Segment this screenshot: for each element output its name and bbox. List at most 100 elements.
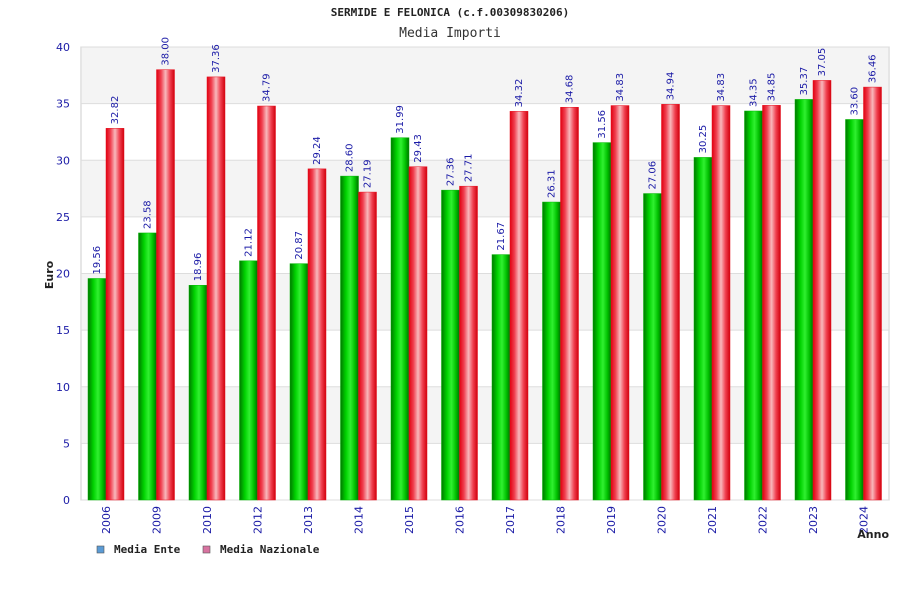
bar-media-ente-2017 [491,254,511,501]
y-tick-label: 0 [63,494,70,507]
bar-media-ente-2018 [542,201,561,501]
y-axis-label: Euro [43,260,56,289]
value-label-media-ente-2010: 18.96 [193,253,204,282]
bar-media-ente-2014 [340,175,359,501]
value-label-media-nazionale-2020: 34.94 [666,72,677,101]
bar-media-nazionale-2024 [863,86,882,501]
value-label-media-ente-2017: 21.67 [496,222,507,251]
value-label-media-ente-2024: 33.60 [850,87,861,116]
bar-media-nazionale-2022 [762,105,781,501]
bar-media-ente-2009 [138,232,157,501]
bar-media-ente-2024 [845,119,864,501]
value-label-media-ente-2022: 34.35 [749,78,760,107]
legend: Media Ente Media Nazionale [96,543,320,556]
bar-media-ente-2010 [188,285,208,501]
value-label-media-ente-2018: 26.31 [547,169,558,198]
value-label-media-ente-2015: 31.99 [395,105,406,134]
bar-media-ente-2019 [592,142,612,501]
x-tick-label-2006: 2006 [100,506,113,534]
x-tick-label-2020: 2020 [656,506,669,534]
value-label-media-ente-2013: 20.87 [294,231,305,260]
value-label-media-ente-2014: 28.60 [345,143,356,172]
x-tick-label-2012: 2012 [252,506,265,534]
legend-label-media-nazionale: Media Nazionale [220,543,320,556]
y-tick-label: 40 [56,41,70,54]
value-label-media-ente-2021: 30.25 [698,125,709,154]
y-tick-label: 25 [56,211,70,224]
value-label-media-nazionale-2021: 34.83 [716,73,727,102]
x-tick-label-2022: 2022 [757,506,770,534]
bar-media-nazionale-2016 [459,185,478,501]
bar-media-ente-2016 [441,189,460,501]
bar-media-nazionale-2019 [610,105,630,501]
bar-media-nazionale-2015 [408,166,428,501]
x-tick-label-2014: 2014 [353,506,366,534]
bars [87,69,882,501]
value-label-media-nazionale-2006: 32.82 [110,96,121,125]
bar-media-nazionale-2010 [206,76,226,501]
value-labels: 19.56 32.82 23.58 38.00 18.96 37.36 21.12 34.79… [92,37,879,281]
bar-media-nazionale-2006 [105,128,125,501]
value-label-media-nazionale-2009: 38.00 [161,37,172,66]
value-label-media-nazionale-2017: 34.32 [514,79,525,108]
value-label-media-nazionale-2010: 37.36 [211,44,222,73]
value-label-media-nazionale-2022: 34.85 [767,73,778,102]
bar-media-ente-2006 [87,278,107,501]
x-tick-label-2023: 2023 [807,506,820,534]
chart-subtitle: Media Importi [399,26,501,41]
x-tick-label-2013: 2013 [302,506,315,534]
bar-media-nazionale-2023 [812,80,832,501]
bar-media-nazionale-2009 [156,69,175,501]
bar-media-nazionale-2014 [358,191,377,501]
value-label-media-nazionale-2018: 34.68 [565,75,576,104]
legend-swatch-media-ente [96,545,105,554]
value-label-media-nazionale-2014: 27.19 [363,159,374,188]
x-tick-label-2010: 2010 [201,506,214,534]
x-axis-ticks: 2006 2009 2010 2012 2013 2014 2015 2016 2017 2018… [100,506,871,534]
x-tick-label-2019: 2019 [605,506,618,534]
value-label-media-ente-2006: 19.56 [92,246,103,275]
value-label-media-ente-2019: 31.56 [597,110,608,139]
legend-swatch-media-nazionale [202,545,211,554]
x-tick-label-2009: 2009 [151,506,164,534]
bar-media-nazionale-2017 [509,111,529,501]
x-tick-label-2024: 2024 [858,506,871,534]
bar-media-ente-2012 [239,260,258,501]
value-label-media-nazionale-2013: 29.24 [312,136,323,165]
x-tick-label-2015: 2015 [403,506,416,534]
value-label-media-nazionale-2015: 29.43 [413,134,424,163]
bar-media-nazionale-2020 [661,104,680,501]
bar-media-ente-2013 [289,263,309,501]
value-label-media-ente-2023: 35.37 [799,67,810,96]
value-label-media-nazionale-2012: 34.79 [262,73,273,102]
bar-media-ente-2015 [390,137,410,501]
bar-media-ente-2021 [693,157,713,501]
x-tick-label-2021: 2021 [706,506,719,534]
value-label-media-ente-2012: 21.12 [244,228,255,257]
bar-media-nazionale-2021 [711,105,731,501]
y-tick-label: 20 [56,268,70,281]
value-label-media-nazionale-2016: 27.71 [464,154,475,183]
x-axis-label: Anno [857,528,889,541]
chart-title: SERMIDE E FELONICA (c.f.00309830206) [331,6,569,19]
bar-media-nazionale-2018 [560,106,579,501]
value-label-media-nazionale-2024: 36.46 [868,54,879,83]
x-tick-label-2018: 2018 [555,506,568,534]
value-label-media-nazionale-2019: 34.83 [615,73,626,102]
x-tick-label-2016: 2016 [454,506,467,534]
x-tick-label-2017: 2017 [504,506,517,534]
value-label-media-nazionale-2023: 37.05 [817,48,828,77]
y-axis-ticks: 0 5 10 15 20 25 30 35 40 [56,41,70,507]
bar-media-ente-2022 [744,110,763,501]
y-tick-label: 5 [63,437,70,450]
y-tick-label: 30 [56,154,70,167]
y-tick-label: 35 [56,98,70,111]
bar-media-ente-2023 [794,99,814,501]
value-label-media-ente-2009: 23.58 [143,200,154,229]
y-tick-label: 10 [56,381,70,394]
bar-media-nazionale-2012 [257,105,276,501]
value-label-media-ente-2020: 27.06 [648,161,659,190]
bar-media-ente-2020 [643,193,662,501]
bar-media-nazionale-2013 [307,168,327,501]
